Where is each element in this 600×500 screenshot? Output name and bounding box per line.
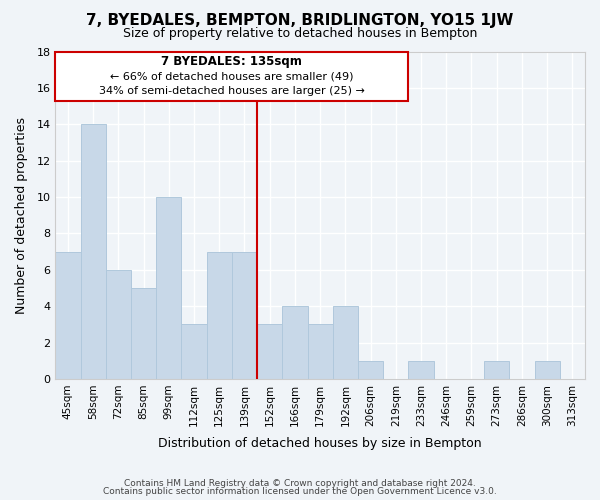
- Bar: [232, 252, 257, 379]
- FancyBboxPatch shape: [55, 52, 409, 100]
- Bar: [206, 252, 232, 379]
- Bar: [333, 306, 358, 379]
- Y-axis label: Number of detached properties: Number of detached properties: [15, 116, 28, 314]
- Bar: [535, 360, 560, 379]
- Bar: [308, 324, 333, 379]
- Bar: [409, 360, 434, 379]
- Bar: [358, 360, 383, 379]
- Bar: [131, 288, 156, 379]
- Bar: [484, 360, 509, 379]
- Bar: [80, 124, 106, 379]
- Text: ← 66% of detached houses are smaller (49): ← 66% of detached houses are smaller (49…: [110, 71, 353, 81]
- Bar: [181, 324, 206, 379]
- Bar: [106, 270, 131, 379]
- Text: Contains public sector information licensed under the Open Government Licence v3: Contains public sector information licen…: [103, 487, 497, 496]
- Bar: [55, 252, 80, 379]
- X-axis label: Distribution of detached houses by size in Bempton: Distribution of detached houses by size …: [158, 437, 482, 450]
- Bar: [156, 197, 181, 379]
- Text: Contains HM Land Registry data © Crown copyright and database right 2024.: Contains HM Land Registry data © Crown c…: [124, 478, 476, 488]
- Text: Size of property relative to detached houses in Bempton: Size of property relative to detached ho…: [123, 28, 477, 40]
- Bar: [283, 306, 308, 379]
- Text: 7 BYEDALES: 135sqm: 7 BYEDALES: 135sqm: [161, 55, 302, 68]
- Text: 34% of semi-detached houses are larger (25) →: 34% of semi-detached houses are larger (…: [99, 86, 365, 96]
- Text: 7, BYEDALES, BEMPTON, BRIDLINGTON, YO15 1JW: 7, BYEDALES, BEMPTON, BRIDLINGTON, YO15 …: [86, 12, 514, 28]
- Bar: [257, 324, 283, 379]
